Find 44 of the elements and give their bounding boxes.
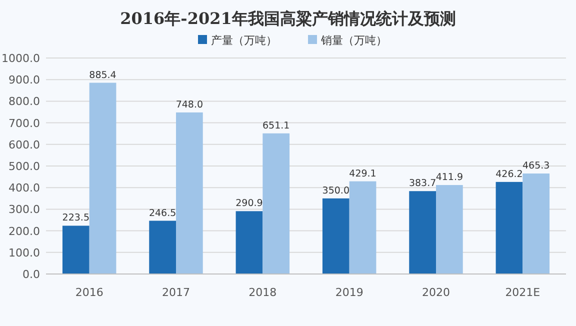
y-tick-label: 600.0 [8, 138, 40, 152]
x-tick-label: 2018 [248, 286, 277, 299]
x-tick-label: 2021E [505, 286, 540, 299]
data-label: 429.1 [349, 168, 376, 180]
bar [176, 112, 203, 274]
data-label: 223.5 [62, 212, 90, 224]
data-label: 246.5 [148, 208, 176, 219]
bar [409, 191, 436, 274]
y-tick-label: 400.0 [8, 182, 40, 195]
data-label: 885.4 [89, 70, 116, 81]
data-label: 426.2 [496, 168, 523, 180]
data-label: 748.0 [176, 99, 204, 110]
bar [496, 182, 523, 274]
y-tick-label: 0.0 [22, 268, 40, 281]
data-label: 290.9 [236, 198, 263, 210]
bar [62, 226, 90, 274]
bar [262, 133, 290, 274]
y-tick-label: 500.0 [8, 160, 40, 173]
bar [522, 173, 550, 274]
bar [322, 198, 350, 274]
y-tick-label: 200.0 [8, 224, 40, 238]
bar [89, 82, 116, 274]
bar [149, 220, 176, 274]
bar [236, 211, 263, 274]
legend-label: 销量（万吨） [320, 34, 387, 47]
data-label: 651.1 [262, 120, 290, 132]
data-label: 383.7 [408, 178, 436, 190]
y-tick-label: 900.0 [8, 74, 40, 87]
x-tick-label: 2019 [335, 286, 364, 299]
data-label: 465.3 [522, 160, 550, 172]
bar [349, 181, 376, 274]
x-tick-label: 2020 [422, 286, 450, 299]
x-tick-label: 2016 [75, 286, 104, 299]
y-tick-label: 1000.0 [2, 52, 40, 65]
x-tick-label: 2017 [162, 286, 190, 299]
chart-title: 2016年-2021年我国高粱产销情况统计及预测 [120, 9, 456, 28]
y-tick-label: 300.0 [8, 203, 40, 216]
legend-label: 产量（万吨） [211, 34, 277, 47]
bar [436, 185, 463, 274]
data-label: 411.9 [436, 172, 464, 184]
y-tick-label: 700.0 [8, 116, 40, 130]
y-tick-label: 100.0 [8, 246, 40, 260]
data-label: 350.0 [322, 185, 350, 196]
y-tick-label: 800.0 [8, 95, 40, 108]
